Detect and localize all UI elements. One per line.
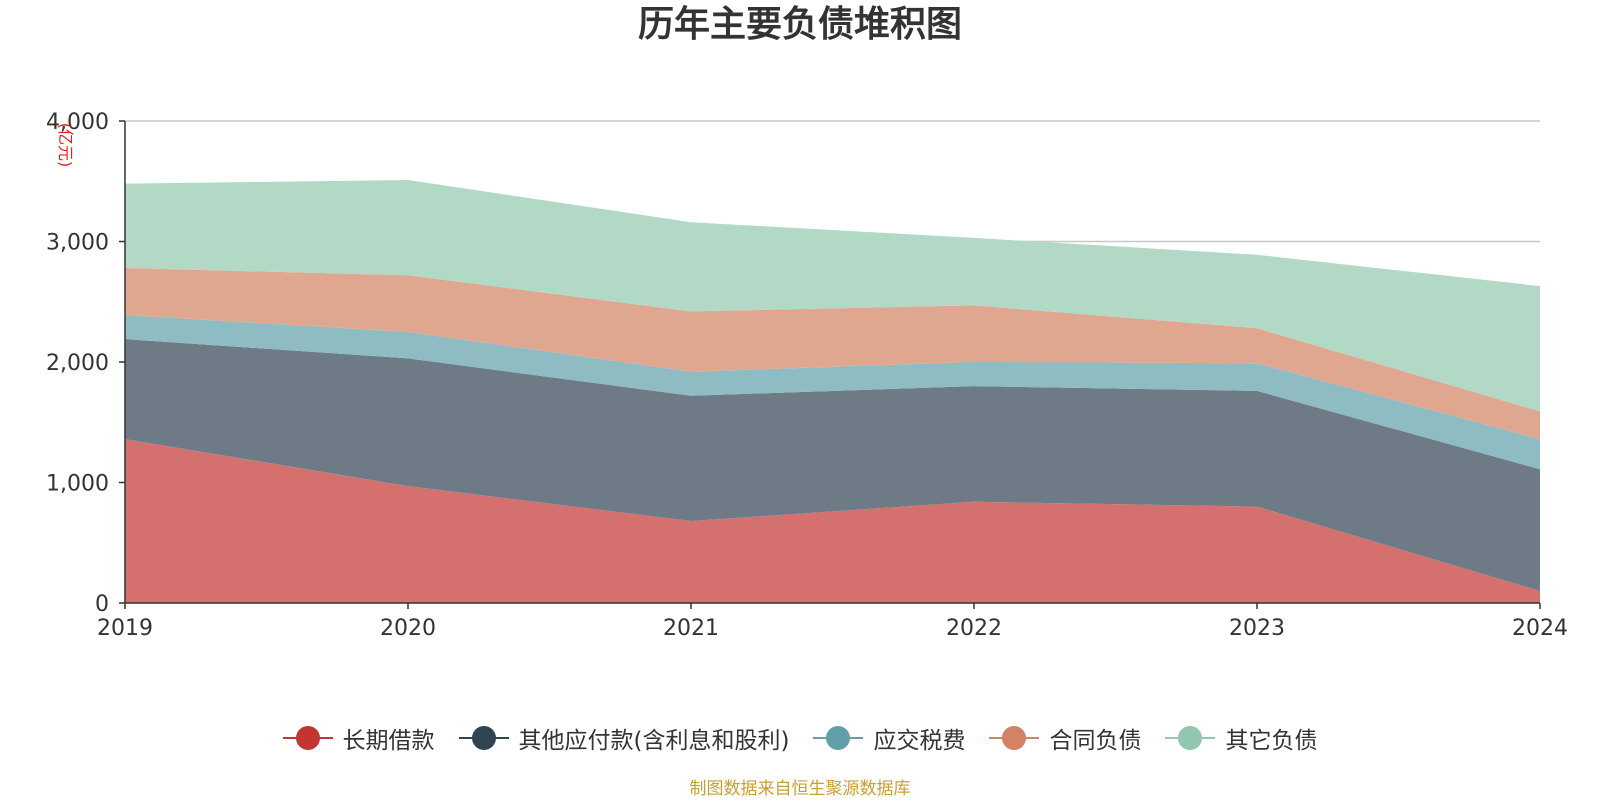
x-tick-label: 2023 <box>1229 616 1285 641</box>
chart-title: 历年主要负债堆积图 <box>637 4 962 45</box>
x-tick-label: 2024 <box>1512 616 1568 641</box>
y-tick-label: 4,000 <box>46 110 109 135</box>
x-tick-label: 2020 <box>380 616 436 641</box>
legend-label: 应交税费 <box>873 728 966 754</box>
legend-marker-icon <box>282 726 333 750</box>
x-tick-label: 2019 <box>97 616 153 641</box>
y-tick-label: 0 <box>95 592 109 617</box>
legend: 长期借款 其他应付款(含利息和股利) 应交税费 合同负债 其它负债 <box>0 718 1600 758</box>
legend-label: 合同负债 <box>1049 728 1142 754</box>
x-tick-label: 2021 <box>663 616 719 641</box>
axes: 0 1,000 2,000 3,000 4,000 2019 2020 2021 2022 202… <box>46 110 1568 641</box>
area-series-4[interactable] <box>125 268 1540 440</box>
legend-label: 长期借款 <box>342 728 435 754</box>
legend-marker-icon <box>989 726 1040 750</box>
y-unit-label: (亿元) <box>56 123 75 168</box>
legend-label: 其他应付款(含利息和股利) <box>518 728 790 754</box>
legend-marker-icon <box>813 726 864 750</box>
legend-item[interactable]: 应交税费 <box>813 721 965 755</box>
y-tick-label: 1,000 <box>46 472 109 497</box>
area-series-1[interactable] <box>125 439 1540 603</box>
legend-marker-icon <box>458 726 509 750</box>
area-series-5[interactable] <box>125 180 1540 412</box>
legend-marker-icon <box>1165 726 1216 750</box>
legend-item[interactable]: 其它负债 <box>1165 721 1317 755</box>
y-tick-label: 2,000 <box>46 351 109 376</box>
legend-item[interactable]: 合同负债 <box>989 721 1141 755</box>
legend-item[interactable]: 长期借款 <box>282 721 435 755</box>
legend-item[interactable]: 其他应付款(含利息和股利) <box>458 721 790 755</box>
area-series-3[interactable] <box>125 315 1540 470</box>
source-note: 制图数据来自恒生聚源数据库 <box>689 779 911 799</box>
x-tick-label: 2022 <box>946 616 1002 641</box>
y-tick-label: 3,000 <box>46 231 109 256</box>
area-series <box>125 180 1540 603</box>
legend-label: 其它负债 <box>1225 728 1318 754</box>
area-series-2[interactable] <box>125 339 1540 591</box>
